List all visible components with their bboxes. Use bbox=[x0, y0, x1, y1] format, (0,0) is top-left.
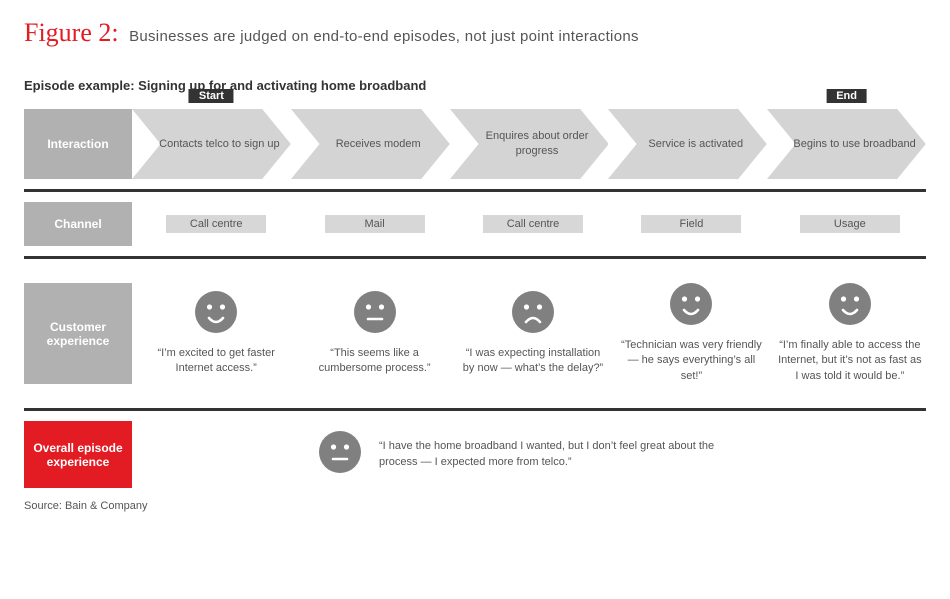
episode-subtitle: Episode example: Signing up for and acti… bbox=[24, 78, 926, 93]
interaction-step-label: Begins to use broadband bbox=[793, 137, 915, 152]
mood-happy-icon bbox=[195, 291, 237, 336]
cx-cells: “I’m excited to get faster Internet acce… bbox=[132, 283, 926, 384]
interaction-step-label: Enquires about order progress bbox=[474, 129, 601, 159]
divider bbox=[24, 256, 926, 259]
mood-sad-icon bbox=[512, 291, 554, 336]
source-line: Source: Bain & Company bbox=[24, 500, 926, 512]
channel-col: Mail bbox=[298, 215, 450, 233]
overall-content: “I have the home broadband I wanted, but… bbox=[132, 421, 926, 488]
channel-col: Call centre bbox=[140, 215, 292, 233]
figure-header: Figure 2: Businesses are judged on end-t… bbox=[24, 18, 926, 48]
interaction-chevrons: Contacts telco to sign upStart Receives … bbox=[132, 109, 926, 179]
cx-col: “I’m excited to get faster Internet acce… bbox=[140, 291, 292, 377]
row-label-interaction: Interaction bbox=[24, 109, 132, 179]
interaction-step: Contacts telco to sign upStart bbox=[132, 109, 291, 179]
overall-quote: “I have the home broadband I wanted, but… bbox=[379, 439, 739, 470]
cx-quote: “I’m finally able to access the Internet… bbox=[778, 338, 922, 384]
interaction-step: Service is activated bbox=[608, 109, 767, 179]
interaction-step: Begins to use broadbandEnd bbox=[767, 109, 926, 179]
cx-col: “Technician was very friendly — he says … bbox=[615, 283, 767, 384]
cx-col: “I’m finally able to access the Internet… bbox=[774, 283, 926, 384]
cx-col: “I was expecting installation by now — w… bbox=[457, 291, 609, 377]
channel-chip: Field bbox=[641, 215, 741, 233]
cx-quote: “This seems like a cumbersome process.” bbox=[302, 346, 446, 377]
interaction-step-label: Service is activated bbox=[648, 137, 743, 152]
cx-quote: “I was expecting installation by now — w… bbox=[461, 346, 605, 377]
channel-chip: Usage bbox=[800, 215, 900, 233]
divider bbox=[24, 408, 926, 411]
channel-col: Field bbox=[615, 215, 767, 233]
row-interaction: Interaction Contacts telco to sign upSta… bbox=[24, 109, 926, 179]
cx-col: “This seems like a cumbersome process.” bbox=[298, 291, 450, 377]
end-tag: End bbox=[826, 89, 867, 103]
interaction-step: Enquires about order progress bbox=[450, 109, 609, 179]
figure-title: Businesses are judged on end-to-end epis… bbox=[129, 28, 639, 45]
divider bbox=[24, 189, 926, 192]
row-label-overall: Overall episode experience bbox=[24, 421, 132, 488]
start-tag: Start bbox=[189, 89, 234, 103]
row-channel: Channel Call centre Mail Call centre Field U… bbox=[24, 202, 926, 246]
mood-happy-icon bbox=[670, 283, 712, 328]
channel-chip: Call centre bbox=[483, 215, 583, 233]
row-label-cx: Customer experience bbox=[24, 283, 132, 384]
row-label-channel: Channel bbox=[24, 202, 132, 246]
interaction-step-label: Contacts telco to sign up bbox=[159, 137, 279, 152]
row-cx: Customer experience “I’m excited to get … bbox=[24, 269, 926, 398]
channel-chips: Call centre Mail Call centre Field Usage bbox=[132, 202, 926, 246]
row-overall: Overall episode experience “I have the h… bbox=[24, 421, 926, 488]
channel-chip: Call centre bbox=[166, 215, 266, 233]
interaction-step: Receives modem bbox=[291, 109, 450, 179]
channel-col: Call centre bbox=[457, 215, 609, 233]
cx-quote: “I’m excited to get faster Internet acce… bbox=[144, 346, 288, 377]
interaction-step-label: Receives modem bbox=[336, 137, 421, 152]
overall-face bbox=[319, 431, 361, 478]
cx-quote: “Technician was very friendly — he says … bbox=[619, 338, 763, 384]
mood-happy-icon bbox=[829, 283, 871, 328]
figure-label: Figure 2: bbox=[24, 18, 119, 47]
mood-neutral-icon bbox=[354, 291, 396, 336]
channel-col: Usage bbox=[774, 215, 926, 233]
channel-chip: Mail bbox=[325, 215, 425, 233]
